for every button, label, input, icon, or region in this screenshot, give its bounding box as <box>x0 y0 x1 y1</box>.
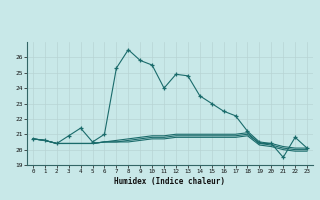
X-axis label: Humidex (Indice chaleur): Humidex (Indice chaleur) <box>115 177 226 186</box>
